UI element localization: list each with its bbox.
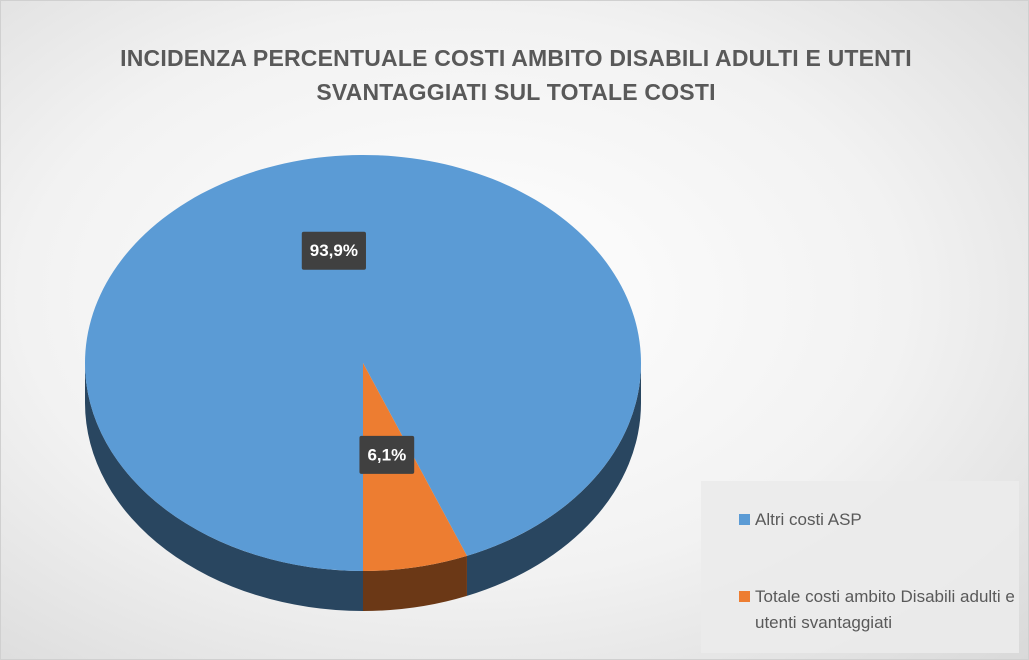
data-label-box — [301, 231, 366, 270]
slice-side — [363, 555, 467, 611]
data-label-box — [359, 435, 415, 474]
slice — [363, 363, 467, 571]
data-label-text: 93,9% — [310, 241, 358, 260]
legend-entry: Altri costi ASP — [739, 507, 1019, 533]
chart-title: INCIDENZA PERCENTUALE COSTI AMBITO DISAB… — [120, 45, 912, 105]
legend: Altri costi ASP Totale costi ambito Disab… — [701, 481, 1019, 653]
legend-swatch — [739, 514, 750, 525]
legend-swatch — [739, 591, 750, 602]
data-label-text: 6,1% — [367, 445, 406, 464]
slice — [84, 155, 641, 572]
slice-side — [85, 363, 363, 611]
legend-label: Altri costi ASP — [755, 510, 862, 529]
slice-side — [466, 363, 641, 596]
legend-entry: Totale costi ambito Disabili adulti e ut… — [739, 584, 1019, 636]
data-label: 6,1% — [359, 435, 415, 474]
legend-label: Totale costi ambito Disabili adulti e ut… — [755, 587, 1015, 632]
data-label: 93,9% — [301, 231, 366, 270]
